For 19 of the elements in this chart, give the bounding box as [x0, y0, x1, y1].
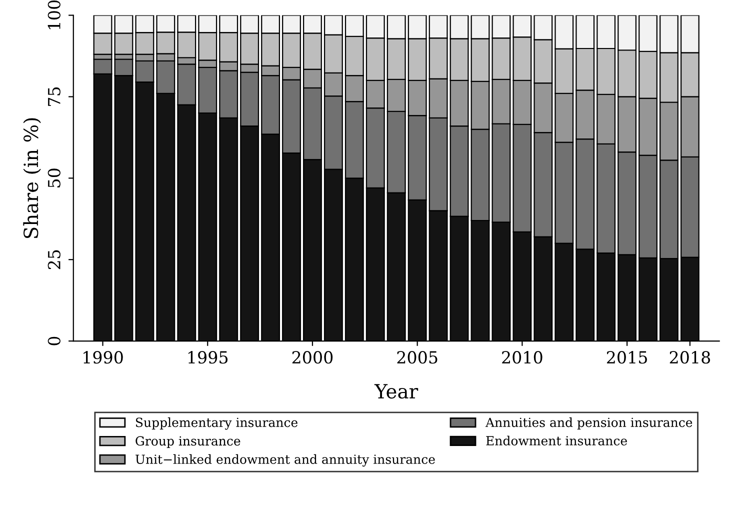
- legend-label: Supplementary insurance: [136, 417, 298, 430]
- x-tick-label: 2015: [606, 351, 647, 364]
- legend-label: Unit−linked endowment and annuity insurance: [136, 454, 435, 467]
- x-tick-label: 2010: [502, 351, 542, 364]
- y-tick-label: 100: [48, 0, 60, 30]
- x-axis-title: Year: [374, 384, 418, 399]
- legend-label: Group insurance: [136, 436, 240, 448]
- legend-label: Endowment insurance: [486, 436, 627, 446]
- x-tick-label: 2018: [670, 351, 710, 364]
- y-tick-label: 25: [48, 250, 60, 270]
- x-tick-label: 1990: [84, 351, 123, 364]
- legend-label: Annuities and pension insurance: [485, 417, 692, 430]
- x-tick-label: 1995: [188, 351, 228, 364]
- y-axis-title: Share (in %): [23, 118, 41, 238]
- y-tick-label: 75: [48, 87, 60, 106]
- x-tick-label: 2005: [397, 351, 438, 364]
- y-tick-label: 0: [48, 336, 60, 346]
- x-tick-label: 2000: [292, 351, 333, 364]
- y-tick-label: 50: [48, 168, 60, 188]
